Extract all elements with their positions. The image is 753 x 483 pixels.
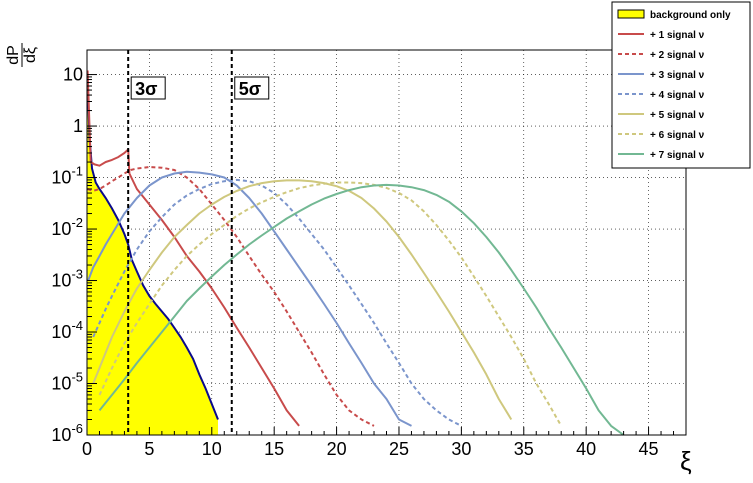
legend-label-7: + 7 signal ν	[650, 150, 705, 161]
threshold-label-2: 5σ	[239, 79, 261, 99]
series-line-4-signal	[92, 178, 462, 427]
y-axis-label-denominator: dξ	[22, 47, 39, 63]
x-tick-label: 0	[82, 439, 92, 459]
x-tick-label: 25	[389, 439, 409, 459]
x-tick-label: 10	[202, 439, 222, 459]
legend-label-6: + 6 signal ν	[650, 130, 705, 141]
threshold-label-box-1	[130, 76, 166, 100]
legend-label-1: + 1 signal ν	[650, 30, 705, 41]
threshold-label-1: 3σ	[135, 79, 157, 99]
y-tick-label: 10-2	[51, 215, 83, 239]
legend: background only + 1 signal ν + 2 signal ν +…	[611, 1, 751, 169]
y-tick-label: 10	[63, 65, 83, 85]
y-axis-label: dP dξ	[5, 43, 39, 67]
legend-label-4: + 4 signal ν	[650, 90, 705, 101]
y-tick-label: 1	[73, 116, 83, 136]
background-fill-layer	[86, 79, 219, 435]
threshold-layer: 3σ 5σ	[127, 50, 270, 435]
y-tick-label: 10-5	[51, 370, 83, 394]
series-line-6-signal	[98, 181, 563, 427]
series-lines-layer	[86, 70, 625, 436]
y-axis-label-numerator: dP	[5, 45, 22, 65]
series-line-5-signal	[92, 179, 513, 421]
y-tick-label: 10-4	[51, 318, 83, 342]
legend-box	[611, 1, 751, 169]
x-tick-label: 20	[327, 439, 347, 459]
x-tick-label: 30	[451, 439, 471, 459]
legend-label-5: + 5 signal ν	[650, 110, 705, 121]
x-tick-label: 35	[514, 439, 534, 459]
x-tick-label: 45	[639, 439, 659, 459]
series-background-only-outline	[86, 79, 219, 420]
legend-label-3: + 3 signal ν	[650, 70, 705, 81]
series-line-3-signal	[87, 170, 412, 427]
x-tick-label: 5	[144, 439, 154, 459]
series-line-7-signal	[98, 183, 625, 436]
x-tick-label: 15	[264, 439, 284, 459]
grid-lines	[86, 50, 686, 436]
y-tick-label: 10-3	[51, 267, 83, 291]
axes-layer: 0 5 10 15 20 25 30 35 40 45 10-6 10-5 10-4 10-3 10-2 10…	[51, 65, 675, 459]
legend-label-2: + 2 signal ν	[650, 50, 705, 61]
x-axis-label: ξ	[680, 446, 692, 476]
series-line-2-signal	[87, 166, 375, 427]
legend-swatch-background-only	[617, 9, 645, 19]
legend-label-0: background only	[650, 10, 731, 21]
threshold-label-box-2	[234, 76, 270, 100]
x-tick-label: 40	[576, 439, 596, 459]
y-tick-label: 10-6	[51, 421, 83, 445]
y-tick-label: 10-1	[51, 164, 83, 188]
series-line-1-signal	[86, 70, 300, 427]
